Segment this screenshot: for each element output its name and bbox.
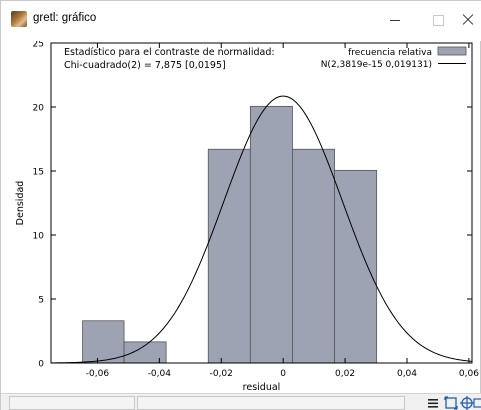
x-axis-label: residual [243, 382, 281, 393]
status-field-coords [9, 396, 135, 410]
maximize-button[interactable] [424, 7, 454, 31]
y-axis-label: Densidad [15, 181, 26, 226]
x-tick-label: -0,06 [86, 369, 110, 379]
y-tick-label: 5 [38, 296, 44, 306]
close-button[interactable] [453, 7, 481, 31]
histogram-bar-4 [249, 105, 293, 364]
x-tick-label: 0,02 [335, 369, 355, 379]
legend-label-histogram: frecuencia relativa [348, 48, 432, 58]
gretl-app-icon [11, 11, 27, 27]
histogram-bar-0 [82, 320, 125, 364]
plot-area[interactable]: -0,06 -0,04 -0,02 0 0,02 0,04 0,06 0 5 10 15 20 25 … [1, 40, 481, 394]
y-tick-label: 20 [33, 104, 45, 114]
histogram-bar-6 [334, 169, 378, 364]
y-tick-label: 15 [33, 168, 44, 178]
x-axis-ticks: -0,06 -0,04 -0,02 0 0,02 0,04 0,06 [86, 43, 479, 379]
x-tick-label: -0,02 [210, 369, 233, 379]
zoom-icon[interactable] [443, 395, 459, 410]
legend: frecuencia relativa N(2,3819e-15 0,019131… [321, 46, 467, 70]
plot-frame [50, 42, 473, 364]
y-tick-label: 0 [38, 360, 44, 370]
histogram-chart: -0,06 -0,04 -0,02 0 0,02 0,04 0,06 0510152025 … [15, 40, 479, 394]
x-tick-label: 0,06 [459, 369, 479, 379]
title-bar: gretl: gráfico [1, 1, 481, 41]
window-title: gretl: gráfico [33, 12, 97, 24]
menu-icon[interactable] [425, 395, 441, 410]
normal-density-curve [50, 95, 473, 364]
x-tick-label: 0 [280, 369, 286, 379]
x-tick-label: -0,04 [148, 369, 172, 379]
histogram-bars [82, 105, 378, 364]
status-field-info [137, 396, 405, 410]
chi-square-statistic: Chi-cuadrado(2) = 7,875 [0,0195] [64, 60, 226, 71]
minimize-button[interactable] [381, 7, 411, 31]
normality-test-title: Estadístico para el contraste de normali… [64, 47, 275, 58]
x-tick-label: 0,04 [397, 369, 417, 379]
legend-swatch-histogram [437, 46, 467, 56]
y-tick-label: 25 [33, 41, 44, 50]
histogram-bar-5 [292, 148, 335, 364]
crosshair-icon[interactable] [459, 395, 475, 410]
extra-icon[interactable] [473, 395, 481, 410]
y-tick-label: 10 [33, 232, 45, 242]
histogram-bar-3 [207, 148, 251, 364]
y-axis-ticks: 0 5 10 15 20 25 [33, 40, 472, 370]
legend-label-normal: N(2,3819e-15 0,019131) [321, 60, 432, 70]
status-bar [1, 393, 481, 410]
